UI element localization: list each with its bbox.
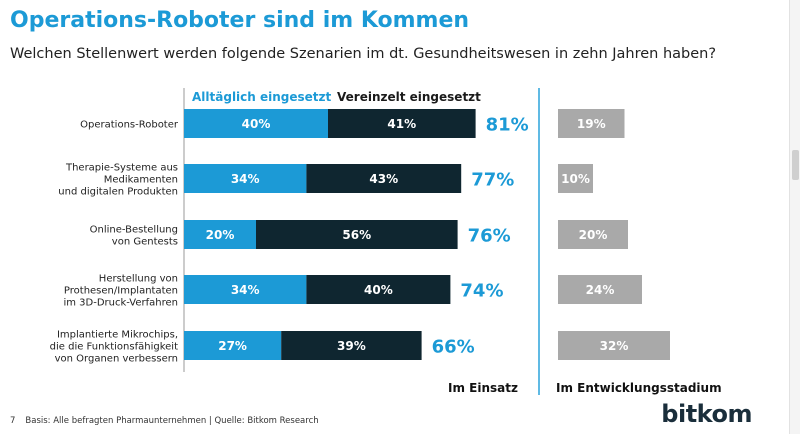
category-label: Prothesen/Implantaten xyxy=(64,286,178,297)
category-label: Therapie-Systeme aus xyxy=(65,163,178,174)
category-label: von Gentests xyxy=(112,237,178,248)
footnote: 7 Basis: Alle befragten Pharmaunternehmen… xyxy=(10,416,319,426)
legend-alltaeglich: Alltäglich eingesetzt xyxy=(192,90,332,104)
bar-label-vereinzelt: 43% xyxy=(369,172,398,186)
bar-alltaeglich xyxy=(184,331,282,360)
total-label: 76% xyxy=(468,226,511,247)
category-label: im 3D-Druck-Verfahren xyxy=(63,298,178,309)
bar-alltaeglich xyxy=(184,220,256,249)
chart-subtitle: Welchen Stellenwert werden folgende Szen… xyxy=(10,46,717,62)
category-label: die die Funktionsfähigkeit xyxy=(50,342,178,353)
bar-entwicklung xyxy=(558,220,628,249)
category-label: von Organen verbessern xyxy=(55,354,178,365)
category-label: Operations-Roboter xyxy=(80,120,179,131)
category-label: und digitalen Produkten xyxy=(58,187,178,198)
group-label-einsatz: Im Einsatz xyxy=(448,381,518,395)
bar-entwicklung xyxy=(558,109,625,138)
bitkom-logo: bitkom xyxy=(661,400,752,428)
bar-alltaeglich xyxy=(184,109,328,138)
bar-label-alltaeglich: 20% xyxy=(206,228,235,242)
bar-label-alltaeglich: 34% xyxy=(231,283,260,297)
bar-label-entwicklung: 32% xyxy=(600,339,629,353)
total-label: 66% xyxy=(432,337,475,358)
bar-label-alltaeglich: 27% xyxy=(218,339,247,353)
bar-label-entwicklung: 24% xyxy=(586,283,615,297)
bar-label-alltaeglich: 34% xyxy=(231,172,260,186)
category-label: Medikamenten xyxy=(104,175,178,186)
bar-label-vereinzelt: 40% xyxy=(364,283,393,297)
scrollbar-thumb[interactable] xyxy=(792,150,799,180)
group-label-entwicklung: Im Entwicklungsstadium xyxy=(556,381,722,395)
bar-label-entwicklung: 10% xyxy=(561,172,590,186)
bar-entwicklung xyxy=(558,164,593,193)
scrollbar[interactable] xyxy=(789,0,800,434)
bar-label-vereinzelt: 39% xyxy=(337,339,366,353)
category-label: Implantierte Mikrochips, xyxy=(57,330,178,341)
category-label: Herstellung von xyxy=(99,274,178,285)
bar-label-vereinzelt: 56% xyxy=(342,228,371,242)
source-note: Basis: Alle befragten Pharmaunternehmen … xyxy=(25,416,319,426)
page-number: 7 xyxy=(10,416,16,426)
bar-alltaeglich xyxy=(184,275,307,304)
chart-title: Operations-Roboter sind im Kommen xyxy=(10,8,470,33)
bar-label-entwicklung: 20% xyxy=(579,228,608,242)
bar-vereinzelt xyxy=(306,164,462,193)
bar-label-entwicklung: 19% xyxy=(577,117,606,131)
stacked-bar-chart: Alltäglich eingesetzt Vereinzelt eingeset… xyxy=(50,88,722,395)
bar-entwicklung xyxy=(558,275,642,304)
legend-vereinzelt: Vereinzelt eingesetzt xyxy=(337,90,481,104)
bar-vereinzelt xyxy=(256,220,458,249)
bar-alltaeglich xyxy=(184,164,307,193)
category-label: Online-Bestellung xyxy=(90,225,178,236)
bar-label-alltaeglich: 40% xyxy=(242,117,271,131)
bar-vereinzelt xyxy=(281,331,422,360)
total-label: 77% xyxy=(471,170,514,191)
bar-entwicklung xyxy=(558,331,670,360)
bar-label-vereinzelt: 41% xyxy=(387,117,416,131)
total-label: 81% xyxy=(486,115,529,136)
total-label: 74% xyxy=(460,281,503,302)
bar-vereinzelt xyxy=(306,275,451,304)
bar-vereinzelt xyxy=(328,109,476,138)
